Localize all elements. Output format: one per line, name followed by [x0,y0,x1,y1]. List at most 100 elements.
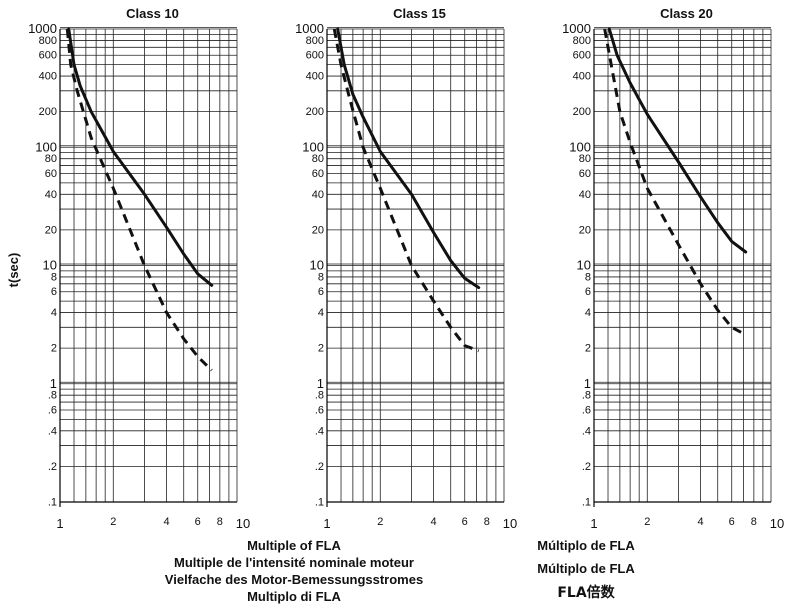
y-tick-label: .4 [315,425,324,437]
y-tick-label: 60 [312,168,324,180]
grid-lines [593,27,772,503]
y-tick-label: 80 [579,153,591,165]
y-tick-label: .6 [48,404,57,416]
x-tick-label: 1 [323,516,330,531]
y-tick-label: 1000 [28,21,57,36]
y-tick-label: 2 [318,343,324,355]
xlabel-left-line-3: Vielfache des Motor-Bemessungsstromes [165,572,423,587]
x-tick-label: 6 [729,516,735,528]
x-axis-caption-right: Múltiplo de FLA Múltiplo de FLA FLA倍数 [537,538,635,601]
x-tick-label: 1 [590,516,597,531]
y-tick-label: 10 [43,258,57,273]
y-tick-label: 800 [573,35,591,47]
y-tick-label: 80 [312,153,324,165]
y-tick-label: .1 [48,497,57,509]
x-tick-label: 2 [377,516,383,528]
xlabel-left-line-2: Multiple de l'intensité nominale moteur [174,555,414,570]
x-tick-label: 8 [217,516,223,528]
y-tick-label: 40 [45,189,57,201]
y-tick-label: 1000 [295,21,324,36]
x-tick-label: 10 [503,516,517,531]
y-tick-label: 400 [39,71,57,83]
trip-curve-dashed [603,28,747,337]
trip-curve-solid [336,27,481,290]
y-tick-label: .6 [315,404,324,416]
y-tick-label: 600 [39,50,57,62]
y-tick-label: 4 [585,307,591,319]
chart-panel-3: Class 2010008006004002001008060402010864… [562,6,784,531]
y-tick-label: 10 [577,258,591,273]
x-tick-label: 4 [698,516,704,528]
chart-title: Class 20 [660,6,713,21]
x-tick-label: 1 [56,516,63,531]
y-tick-label: 20 [45,224,57,236]
trip-curve-solid [607,27,748,254]
y-tick-label: 100 [35,139,57,154]
x-axis-caption-left: Multiple of FLA Multiple de l'intensité … [165,538,423,604]
x-tick-label: 4 [431,516,437,528]
x-tick-label: 10 [236,516,250,531]
y-tick-label: 1 [584,376,591,391]
y-tick-label: 200 [39,106,57,118]
y-tick-label: .8 [48,390,57,402]
y-tick-label: 100 [569,139,591,154]
chart-panel-2: Class 1510008006004002001008060402010864… [295,6,517,531]
y-tick-label: 600 [306,50,324,62]
chart-title: Class 10 [126,6,179,21]
y-tick-label: 20 [579,224,591,236]
xlabel-right-line-1: Múltiplo de FLA [537,538,635,553]
xlabel-left-line-4: Multiplo di FLA [247,589,341,604]
xlabel-left-line-1: Multiple of FLA [247,538,341,553]
trip-curve-solid [67,27,214,287]
y-tick-label: 2 [585,343,591,355]
y-tick-label: 1 [50,376,57,391]
y-tick-label: 40 [312,189,324,201]
y-tick-label: 4 [318,307,324,319]
trip-curve-dashed [332,28,480,353]
y-tick-label: 6 [318,286,324,298]
y-tick-label: 10 [310,258,324,273]
y-tick-label: 20 [312,224,324,236]
y-tick-label: 1000 [562,21,591,36]
x-tick-label: 6 [195,516,201,528]
y-tick-label: .4 [48,425,57,437]
x-tick-label: 2 [644,516,650,528]
x-tick-label: 8 [484,516,490,528]
y-tick-label: 800 [39,35,57,47]
y-tick-label: .1 [582,497,591,509]
y-tick-label: .1 [315,497,324,509]
xlabel-right-line-3: FLA倍数 [557,584,615,601]
x-tick-label: 10 [770,516,784,531]
x-tick-label: 4 [164,516,170,528]
grid-lines [59,27,238,503]
y-tick-label: 6 [51,286,57,298]
y-tick-label: .4 [582,425,591,437]
y-tick-label: 400 [573,71,591,83]
x-tick-label: 6 [462,516,468,528]
y-tick-label: .8 [315,390,324,402]
y-tick-label: 2 [51,343,57,355]
y-axis-label: t(sec) [6,253,21,288]
y-tick-label: 60 [45,168,57,180]
y-tick-label: 800 [306,35,324,47]
y-tick-label: 200 [573,106,591,118]
y-tick-label: 8 [51,271,57,283]
y-tick-label: 600 [573,50,591,62]
y-tick-label: .6 [582,404,591,416]
y-tick-label: .2 [582,461,591,473]
y-tick-label: 100 [302,139,324,154]
y-tick-label: 40 [579,189,591,201]
y-tick-label: .2 [48,461,57,473]
xlabel-right-line-2: Múltiplo de FLA [537,561,635,576]
y-tick-label: 200 [306,106,324,118]
y-tick-label: 400 [306,71,324,83]
y-tick-label: 8 [318,271,324,283]
y-tick-label: 8 [585,271,591,283]
y-tick-label: 60 [579,168,591,180]
charts-group: Class 1010008006004002001008060402010864… [28,6,784,531]
y-tick-label: .2 [315,461,324,473]
chart-panel-1: Class 1010008006004002001008060402010864… [28,6,250,531]
chart-title: Class 15 [393,6,446,21]
y-tick-label: 4 [51,307,57,319]
